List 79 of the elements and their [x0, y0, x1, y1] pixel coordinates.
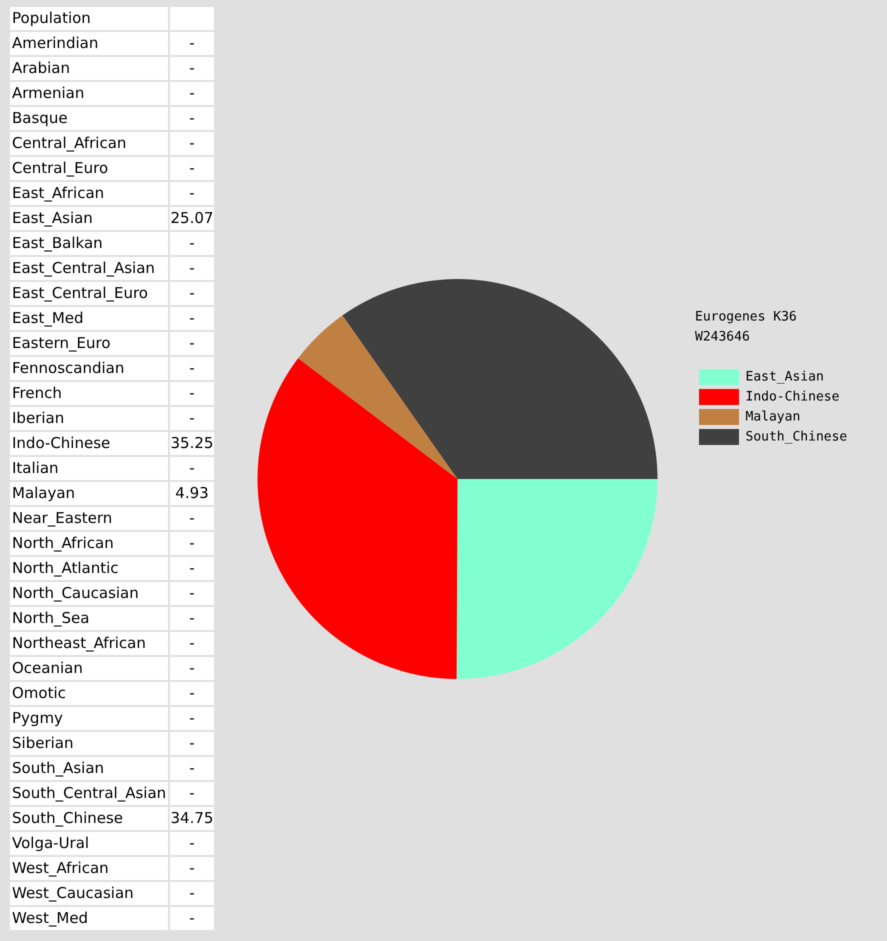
category-label: North_Atlantic: [10, 557, 168, 580]
category-label: East_Central_Euro: [10, 282, 168, 305]
text: -: [189, 309, 195, 327]
text: Eurogenes K36: [695, 309, 797, 324]
text: Population: [10, 7, 168, 30]
text: -: [189, 909, 195, 927]
category-label: East_Med: [10, 307, 168, 330]
legend-label: South_Chinese: [746, 429, 848, 444]
text: -: [189, 59, 195, 77]
category-label: East_Central_Asian: [10, 257, 168, 280]
text: -: [189, 134, 195, 152]
category-label: Oceanian: [10, 657, 168, 680]
category-label: Near_Eastern: [10, 507, 168, 530]
text: -: [189, 509, 195, 527]
text: -: [189, 534, 195, 552]
category-label: West_Med: [10, 907, 168, 930]
text: W243646: [695, 329, 750, 344]
legend-label: East_Asian: [746, 369, 824, 384]
text: -: [189, 184, 195, 202]
text: -: [189, 784, 195, 802]
category-label: Siberian: [10, 732, 168, 755]
category-label: Pygmy: [10, 707, 168, 730]
category-label: South_Central_Asian: [10, 782, 168, 805]
category-label: Fennoscandian: [10, 357, 168, 380]
category-label: North_Caucasian: [10, 582, 168, 605]
category-label: Indo-Chinese: [10, 432, 168, 455]
text: -: [189, 884, 195, 902]
text: 4.93: [175, 484, 209, 502]
text: -: [189, 609, 195, 627]
category-label: Volga-Ural: [10, 832, 168, 855]
category-label: East_Asian: [10, 207, 168, 230]
text: -: [189, 84, 195, 102]
text: -: [189, 234, 195, 252]
text: -: [189, 734, 195, 752]
category-label: Arabian: [10, 57, 168, 80]
category-label: French: [10, 382, 168, 405]
text: -: [189, 359, 195, 377]
category-label: Amerindian: [10, 32, 168, 55]
category-label: South_Chinese: [10, 807, 168, 830]
text: -: [189, 34, 195, 52]
text: -: [189, 409, 195, 427]
text: -: [189, 659, 195, 677]
text: 34.75: [170, 809, 214, 827]
category-label: Basque: [10, 107, 168, 130]
legend-label: Malayan: [746, 409, 800, 424]
text: -: [189, 859, 195, 877]
text: -: [189, 559, 195, 577]
category-label: Central_Euro: [10, 157, 168, 180]
category-label: Italian: [10, 457, 168, 480]
category-label: East_African: [10, 182, 168, 205]
category-label: West_African: [10, 857, 168, 880]
legend-label: Indo-Chinese: [746, 389, 840, 404]
text: -: [189, 834, 195, 852]
text: -: [189, 284, 195, 302]
category-label: Malayan: [10, 482, 168, 505]
text: -: [189, 684, 195, 702]
text: -: [189, 759, 195, 777]
text: -: [189, 334, 195, 352]
category-label: Armenian: [10, 82, 168, 105]
category-label: West_Caucasian: [10, 882, 168, 905]
text: -: [189, 159, 195, 177]
category-label: Central_African: [10, 132, 168, 155]
category-label: East_Balkan: [10, 232, 168, 255]
text: -: [189, 109, 195, 127]
category-label: Northeast_African: [10, 632, 168, 655]
text: -: [189, 709, 195, 727]
category-label: North_African: [10, 532, 168, 555]
category-label: Omotic: [10, 682, 168, 705]
text: -: [189, 384, 195, 402]
text: -: [189, 584, 195, 602]
category-label: Iberian: [10, 407, 168, 430]
text: 25.07: [170, 209, 214, 227]
text: 35.25: [170, 434, 214, 452]
category-label: South_Asian: [10, 757, 168, 780]
text: -: [189, 459, 195, 477]
category-label: Eastern_Euro: [10, 332, 168, 355]
text: -: [189, 259, 195, 277]
category-label: North_Sea: [10, 607, 168, 630]
text: -: [189, 634, 195, 652]
